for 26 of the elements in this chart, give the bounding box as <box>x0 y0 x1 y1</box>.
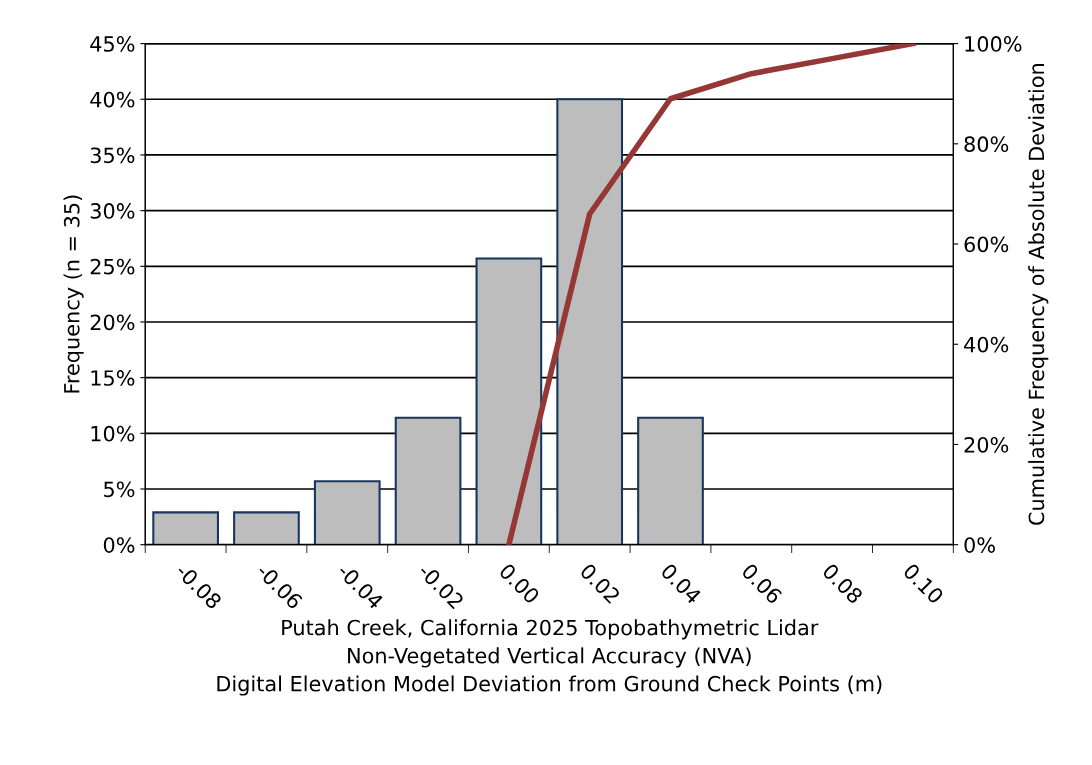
y-axis-title: Frequency (n = 35) <box>63 195 84 393</box>
y-tick-label: 5% <box>104 481 135 498</box>
y-tick-label: 15% <box>91 370 135 386</box>
y-tick-label: 25% <box>90 258 135 275</box>
y-tick-label: 30% <box>90 203 135 219</box>
y-tick-label: 0% <box>103 537 135 553</box>
y2-tick-label: 20% <box>964 436 1009 453</box>
y2-tick-label: 80% <box>964 136 1009 153</box>
bar <box>152 511 219 545</box>
bar <box>637 416 704 545</box>
bar <box>475 257 543 545</box>
y2-tick-label: 0% <box>964 537 995 553</box>
y-tick-label: 45% <box>90 36 135 52</box>
y-tick-label: 20% <box>90 314 135 331</box>
bar <box>556 98 624 545</box>
bar <box>233 511 300 545</box>
y-tick-label: 35% <box>90 147 135 164</box>
y2-tick-label: 100% <box>965 36 1022 52</box>
y2-tick-label: 60% <box>964 236 1009 253</box>
bar <box>313 480 381 545</box>
x-axis-title: Putah Creek, California 2025 Topobathymetric Lidar Non-Vegetated Vertical Accuracy (NVA) Digital Elevation Model Deviation from Ground Check Points (m) <box>217 619 882 696</box>
y2-tick-label: 40% <box>964 336 1009 353</box>
y2-axis-title: Cumulative Frequency of Absolute Deviation <box>1028 64 1049 525</box>
y-tick-label: 40% <box>90 91 135 108</box>
y-tick-label: 10% <box>91 425 135 442</box>
bar <box>394 416 462 545</box>
